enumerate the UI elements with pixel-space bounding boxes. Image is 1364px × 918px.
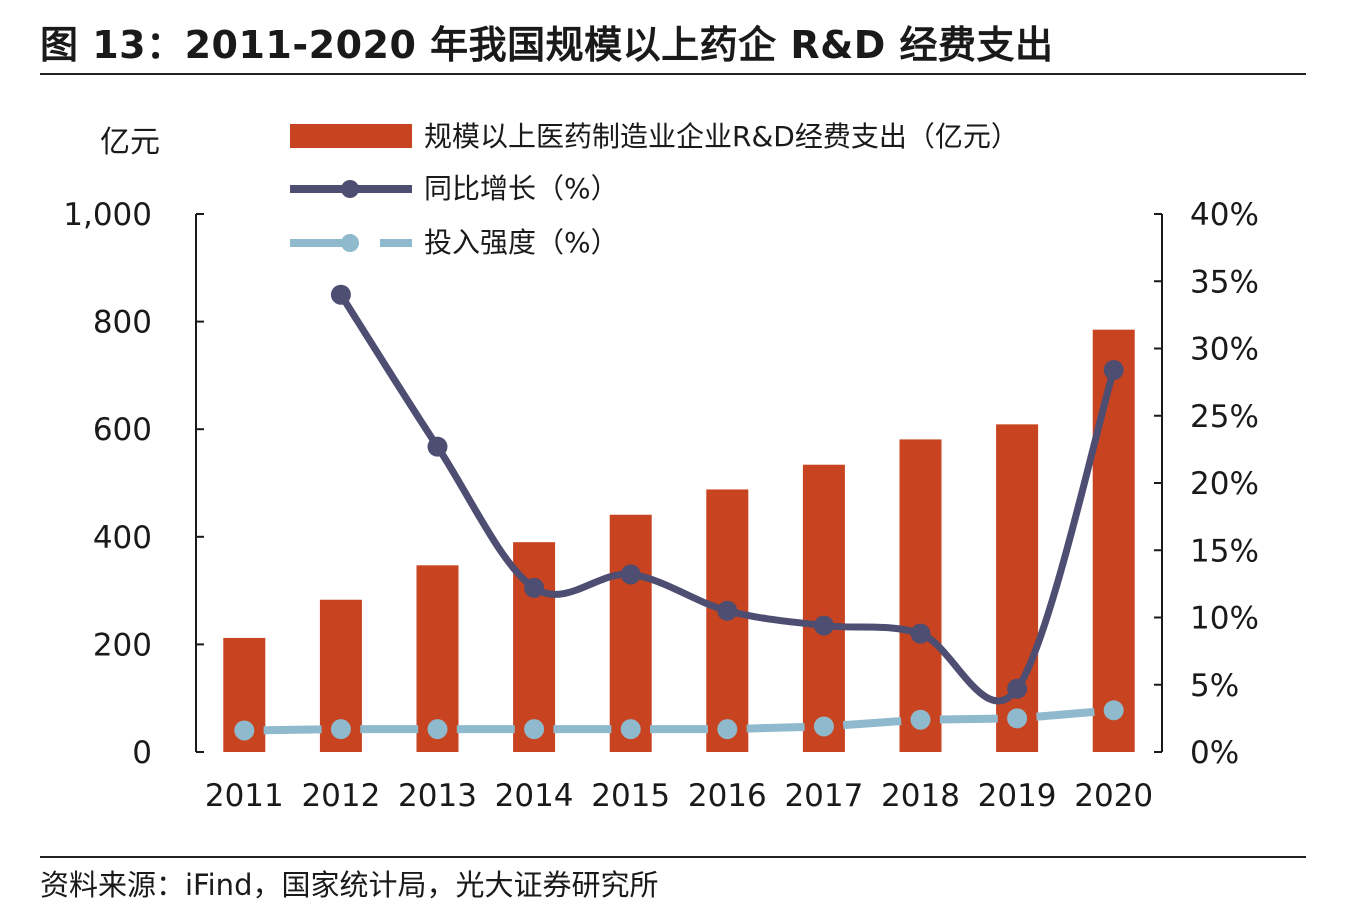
intensity-line-segment [746,722,805,733]
right-axis-tick-label: 5% [1190,668,1239,704]
intensity-point-2016 [717,719,738,740]
growth-point-2012 [330,284,351,305]
legend-bar-label: 规模以上医药制造业企业R&D经费支出（亿元） [424,120,1019,153]
intensity-line-segment [842,717,902,730]
x-axis-label: 2012 [301,778,380,814]
legend-growth-marker [341,180,359,198]
growth-point-2014 [524,577,545,598]
intensity-point-2012 [330,719,351,740]
right-axis-tick-label: 25% [1190,399,1259,435]
intensity-line-segment [1036,707,1095,721]
left-axis-tick-label: 200 [93,627,152,663]
left-axis-tick-label: 0 [132,735,152,771]
x-axis-label: 2014 [495,778,574,814]
right-axis-tick-label: 40% [1190,197,1259,233]
left-axis-unit-label: 亿元 [100,125,160,160]
bar-2017 [802,464,845,752]
growth-point-2018 [910,623,931,644]
right-axis-tick-label: 0% [1190,735,1239,771]
intensity-point-2011 [234,720,255,741]
left-axis-tick-label: 800 [93,305,152,341]
axes: 0 200 400 600 800 1,000 0% 5% 10% 15% 20% 25% 30% 35%… [63,197,1259,771]
intensity-point-2013 [427,719,448,740]
growth-point-2016 [717,600,738,621]
x-axis-label: 2019 [978,778,1057,814]
x-axis-label: 2017 [784,778,863,814]
growth-point-2015 [620,564,641,585]
x-axis-label: 2020 [1074,778,1153,814]
growth-point-2019 [1007,678,1028,699]
right-axis-tick-label: 35% [1190,264,1259,300]
series-lines [234,284,1124,741]
intensity-point-2019 [1007,708,1028,729]
left-axis-tick-label: 600 [93,412,152,448]
bar-2015 [609,514,652,752]
legend-growth-label: 同比增长（%） [424,172,619,205]
intensity-line-segment [263,725,322,735]
right-axis-tick-label: 10% [1190,601,1259,637]
left-axis-tick-label: 1,000 [63,197,152,233]
intensity-point-2015 [620,719,641,740]
intensity-point-2018 [910,709,931,730]
x-axis-labels: 2011 2012 2013 2014 2015 2016 2017 2018 2019 2020 [205,778,1153,814]
legend-intensity-marker [341,234,359,252]
intensity-point-2020 [1103,700,1124,721]
right-axis-tick-label: 15% [1190,533,1259,569]
left-axis-tick-label: 400 [93,520,152,556]
intensity-line-segment [939,714,998,724]
source-note: 资料来源：iFind，国家统计局，光大证券研究所 [40,868,659,902]
intensity-point-2014 [524,719,545,740]
legend-bar-swatch [290,124,412,148]
figure-title: 图 13：2011-2020 年我国规模以上药企 R&D 经费支出 [40,23,1054,67]
source-rule [40,856,1306,858]
growth-point-2020 [1103,360,1124,381]
right-axis-tick-label: 20% [1190,466,1259,502]
growth-point-2017 [813,615,834,636]
legend-intensity-label: 投入强度（%） [424,226,619,259]
bars [223,329,1135,752]
bar-2018 [899,439,942,752]
x-axis-label: 2016 [688,778,767,814]
right-axis-tick-label: 30% [1190,332,1259,368]
legend: 规模以上医药制造业企业R&D经费支出（亿元） 同比增长（%） 投入强度（%） [290,120,1019,259]
intensity-point-2017 [813,716,834,737]
growth-point-2013 [427,436,448,457]
bar-2020 [1092,329,1135,752]
x-axis-label: 2018 [881,778,960,814]
x-axis-label: 2015 [591,778,670,814]
x-axis-label: 2013 [398,778,477,814]
x-axis-label: 2011 [205,778,284,814]
title-rule [40,73,1306,75]
